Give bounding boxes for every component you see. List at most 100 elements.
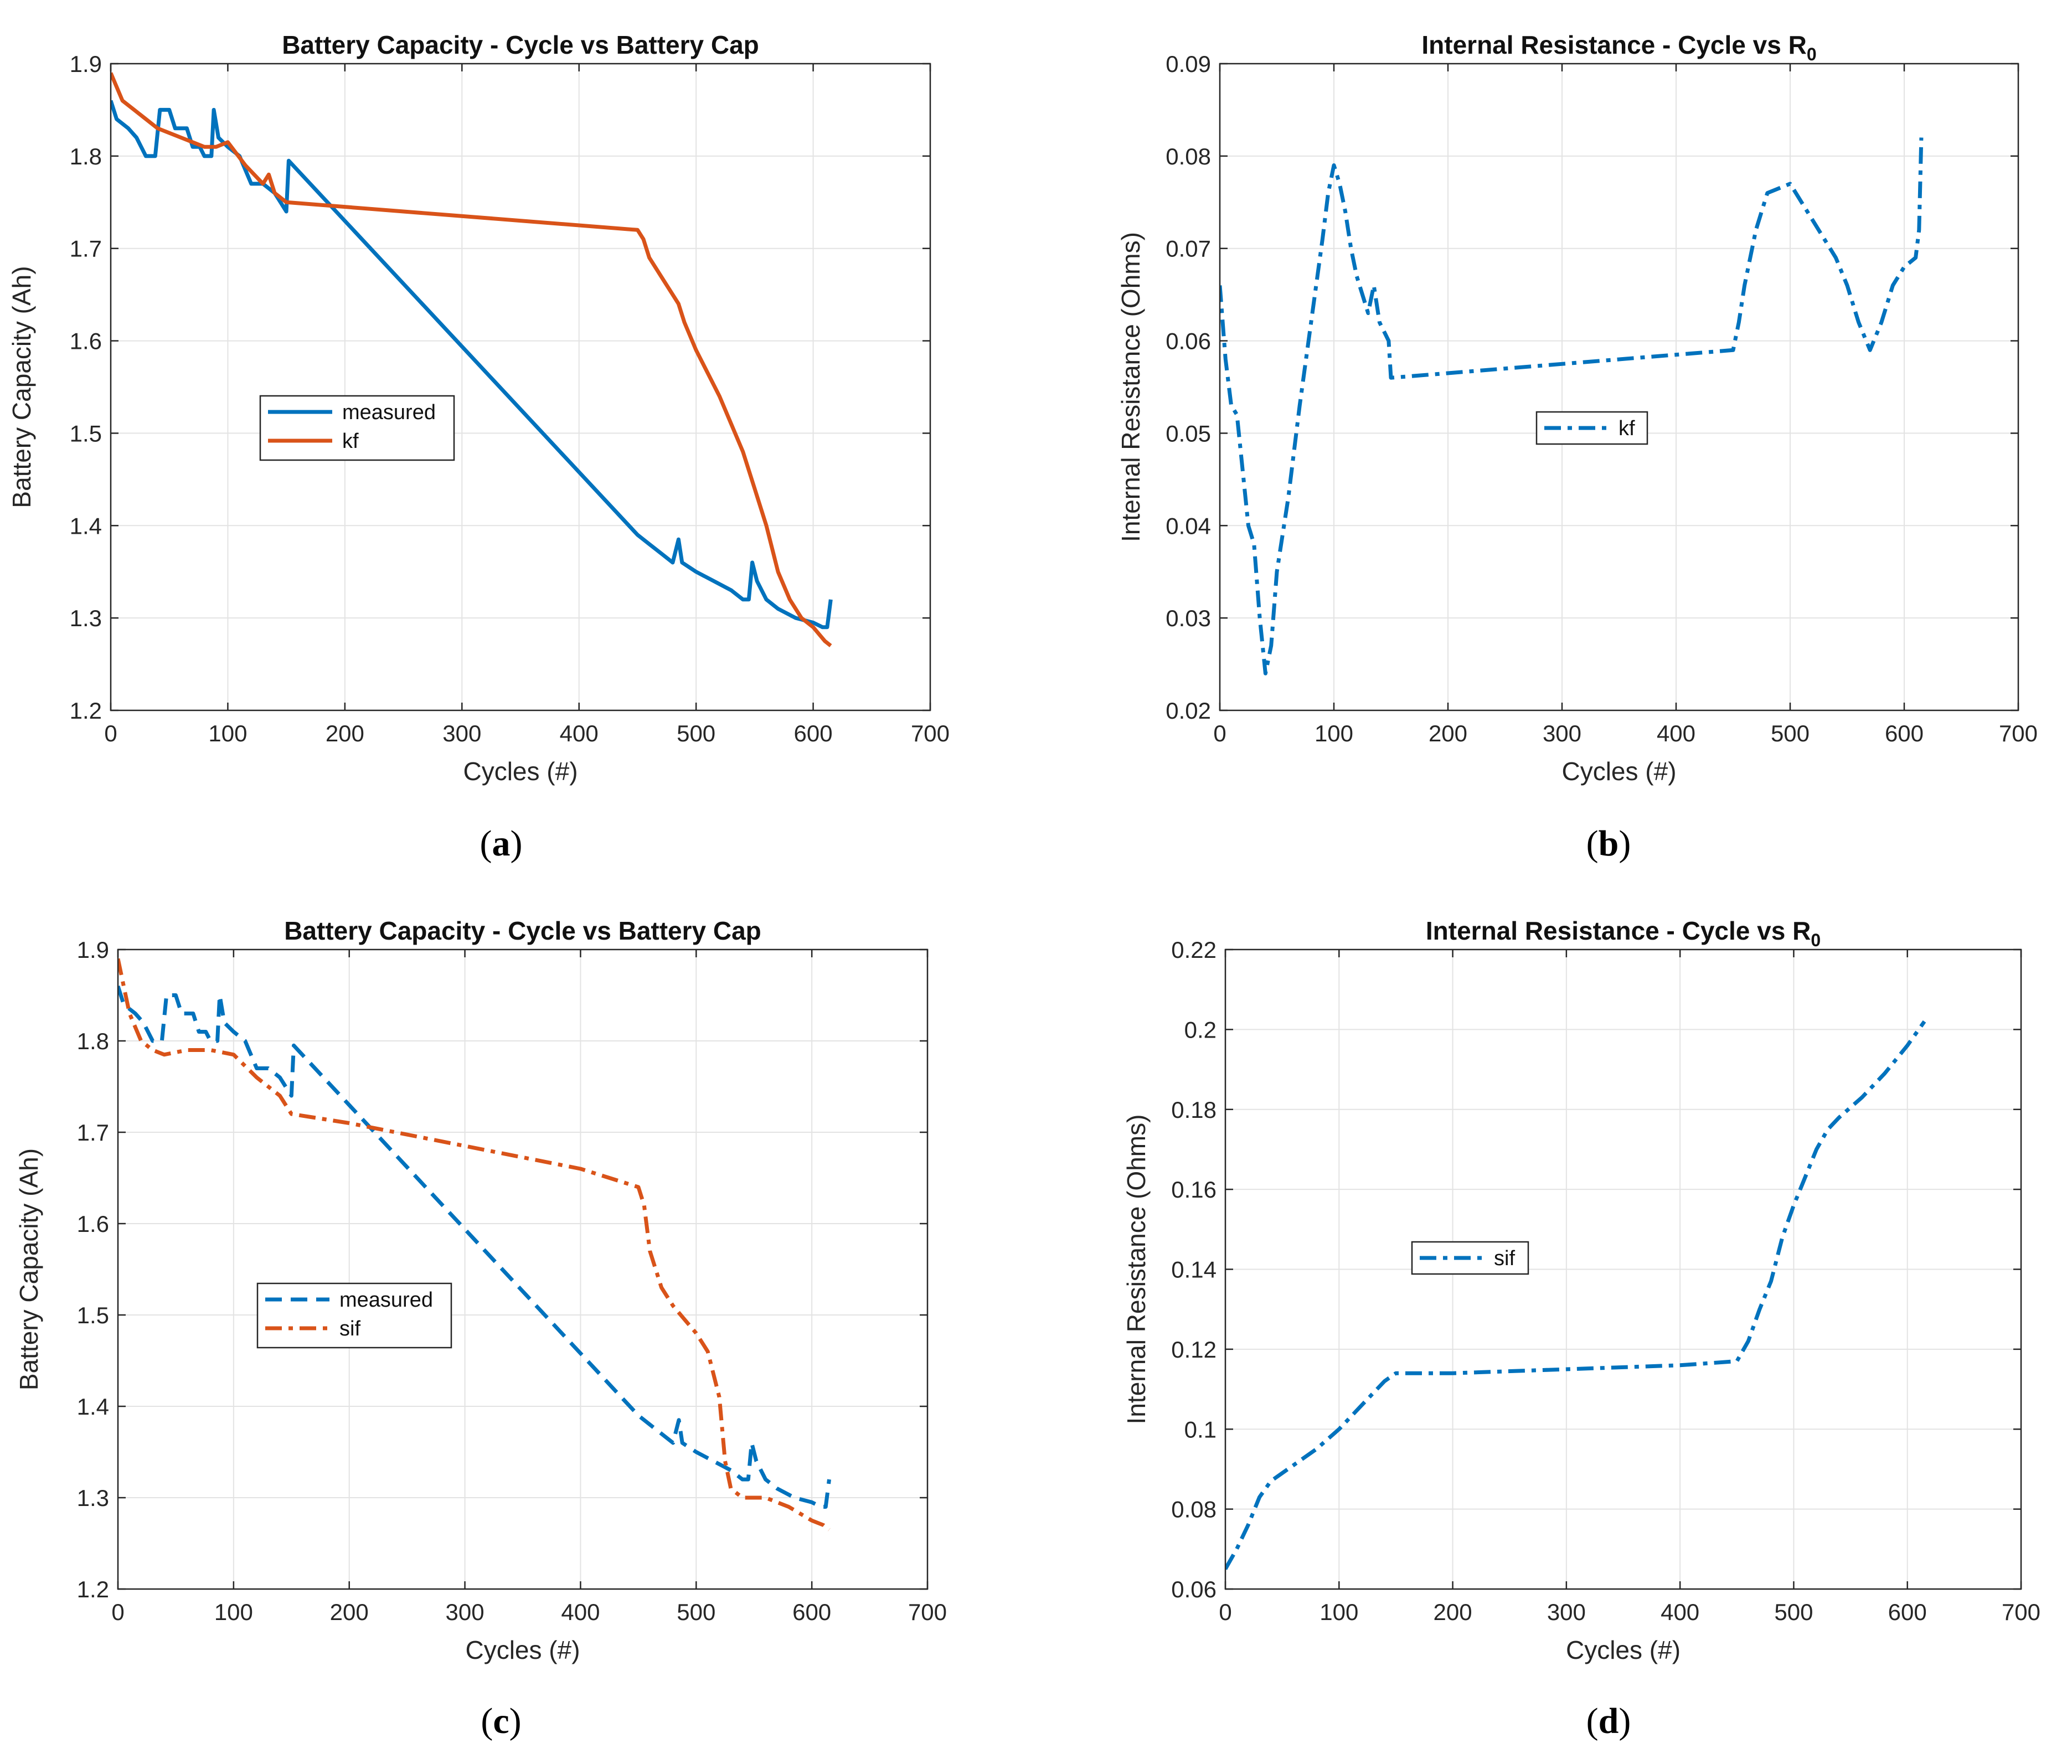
y-tick-label: 0.07 <box>1166 236 1211 262</box>
caption-letter: a <box>492 823 511 864</box>
x-tick-label: 100 <box>1320 1599 1358 1625</box>
legend-label: measured <box>342 401 436 424</box>
y-tick-label: 1.8 <box>77 1028 109 1054</box>
chart-title-text: Internal Resistance - Cycle vs R <box>1421 30 1806 59</box>
caption-paren-close: ) <box>511 823 523 864</box>
axes-box <box>117 948 929 1590</box>
caption-paren-open: ( <box>480 823 492 864</box>
x-tick-label: 600 <box>794 720 833 746</box>
y-axis-label: Battery Capacity (Ah) <box>14 1148 43 1390</box>
chart-title-text: Battery Capacity - Cycle vs Battery Cap <box>282 30 759 59</box>
x-tick-label: 200 <box>326 720 364 746</box>
y-tick-label: 0.02 <box>1166 698 1211 724</box>
caption-letter: c <box>493 1701 509 1741</box>
x-tick-label: 0 <box>1213 720 1226 746</box>
chart-title-subscript: 0 <box>1811 930 1821 950</box>
x-tick-label: 700 <box>908 1599 947 1625</box>
y-tick-label: 0.18 <box>1171 1097 1217 1123</box>
x-tick-label: 300 <box>446 1599 485 1625</box>
y-tick-label: 1.8 <box>70 143 102 169</box>
series-line-kf <box>111 72 832 647</box>
y-tick-label: 0.04 <box>1166 513 1211 539</box>
y-tick-label: 0.16 <box>1171 1177 1217 1203</box>
y-tick-label: 1.2 <box>70 698 102 724</box>
x-axis-label: Cycles (#) <box>463 757 578 786</box>
panel-a: 0 100 200 300 400 500 600 700 1.2 1.3 1.4 1.5 1.6 1.7… <box>7 30 950 864</box>
legend: kf <box>1535 411 1648 445</box>
x-axis-label: Cycles (#) <box>1561 757 1676 786</box>
legend: measured kf <box>259 395 455 461</box>
panel-b: 0 100 200 300 400 500 600 700 0.02 0.03 0.04 0.05 0.… <box>1116 30 2038 864</box>
caption-paren-open: ( <box>1586 1701 1599 1741</box>
y-tick-label: 1.3 <box>77 1485 109 1511</box>
y-tick-label: 0.05 <box>1166 420 1211 446</box>
x-tick-label: 0 <box>1219 1599 1231 1625</box>
y-tick-label: 0.09 <box>1166 51 1211 77</box>
x-tick-label: 300 <box>1543 720 1581 746</box>
y-tick-label: 1.3 <box>70 605 102 631</box>
panel-d: 0 100 200 300 400 500 600 700 0.06 0.08 0.1 0.12 0.1… <box>1122 916 2040 1741</box>
y-tick-label: 0.06 <box>1166 328 1211 354</box>
x-tick-label: 0 <box>111 1599 124 1625</box>
y-tick-label: 0.1 <box>1184 1416 1217 1442</box>
x-tick-label: 300 <box>442 720 481 746</box>
x-tick-label: 500 <box>1774 1599 1813 1625</box>
y-tick-label: 1.9 <box>77 937 109 963</box>
chart-title-text: Internal Resistance - Cycle vs R <box>1426 916 1811 945</box>
panel-caption: (d) <box>1586 1701 1631 1741</box>
x-tick-label: 500 <box>677 720 715 746</box>
x-tick-label: 600 <box>792 1599 831 1625</box>
panel-caption: (a) <box>480 823 523 864</box>
x-tick-label: 600 <box>1888 1599 1927 1625</box>
legend-label: kf <box>1619 417 1635 440</box>
legend: sif <box>1411 1241 1529 1275</box>
caption-paren-close: ) <box>509 1701 522 1741</box>
x-tick-label: 200 <box>330 1599 369 1625</box>
x-tick-label: 0 <box>104 720 117 746</box>
axes-box <box>110 63 931 711</box>
chart-title: Internal Resistance - Cycle vs R0 <box>1421 30 1816 64</box>
y-tick-label: 1.7 <box>77 1120 109 1146</box>
series-line-measured <box>111 100 833 630</box>
y-tick-label: 1.6 <box>77 1211 109 1237</box>
legend-label: kf <box>342 430 359 453</box>
y-tick-label: 0.06 <box>1171 1576 1217 1602</box>
caption-letter: d <box>1599 1701 1619 1741</box>
y-tick-label: 1.4 <box>70 513 102 539</box>
y-tick-label: 0.03 <box>1166 605 1211 631</box>
x-axis-label: Cycles (#) <box>465 1636 580 1664</box>
panel-caption: (c) <box>481 1701 521 1741</box>
legend-box <box>256 1282 452 1349</box>
x-tick-label: 700 <box>911 720 950 746</box>
x-tick-label: 300 <box>1547 1599 1586 1625</box>
chart-title: Internal Resistance - Cycle vs R0 <box>1426 916 1821 950</box>
legend-label: sif <box>1494 1247 1515 1270</box>
x-tick-label: 500 <box>677 1599 715 1625</box>
y-tick-label: 1.9 <box>70 51 102 77</box>
panel-c: 0 100 200 300 400 500 600 700 1.2 1.3 1.4 1.5 1.6 1.7… <box>14 916 947 1741</box>
plot-area <box>111 64 930 710</box>
y-tick-label: 1.7 <box>70 236 102 262</box>
x-tick-label: 200 <box>1429 720 1467 746</box>
plot-area <box>1220 64 2018 710</box>
x-tick-label: 100 <box>208 720 247 746</box>
caption-paren-close: ) <box>1619 1701 1631 1741</box>
y-tick-label: 0.12 <box>1171 1337 1217 1363</box>
y-tick-label: 0.14 <box>1171 1257 1217 1283</box>
chart-title: Battery Capacity - Cycle vs Battery Cap <box>282 30 759 59</box>
legend-box <box>259 395 455 461</box>
x-tick-label: 100 <box>1315 720 1353 746</box>
series-line-kf <box>1220 137 1924 675</box>
caption-letter: b <box>1599 823 1619 864</box>
y-tick-label: 0.08 <box>1166 143 1211 169</box>
y-tick-label: 0.2 <box>1184 1017 1217 1043</box>
x-tick-label: 400 <box>1661 1599 1699 1625</box>
x-tick-label: 700 <box>1999 720 2038 746</box>
plot-area <box>118 950 927 1589</box>
x-tick-label: 400 <box>561 1599 600 1625</box>
caption-paren-close: ) <box>1619 823 1631 864</box>
panel-caption: (b) <box>1586 823 1631 864</box>
chart-title: Battery Capacity - Cycle vs Battery Cap <box>284 916 761 945</box>
y-tick-label: 1.5 <box>77 1302 109 1328</box>
x-tick-label: 700 <box>2002 1599 2040 1625</box>
